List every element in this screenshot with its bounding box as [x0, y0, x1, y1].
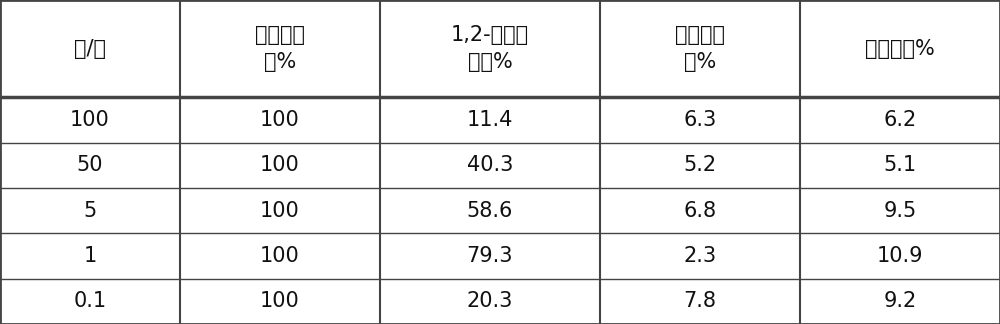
Text: 50: 50 — [77, 155, 103, 175]
Text: 79.3: 79.3 — [467, 246, 513, 266]
Text: 100: 100 — [260, 201, 300, 221]
Text: 100: 100 — [260, 155, 300, 175]
Text: 铂/锡: 铂/锡 — [74, 39, 106, 59]
Text: 乙二醇收
率%: 乙二醇收 率% — [675, 25, 725, 72]
Text: 9.5: 9.5 — [883, 201, 917, 221]
Text: 6.3: 6.3 — [683, 110, 717, 130]
Text: 0.1: 0.1 — [73, 291, 107, 311]
Text: 6.8: 6.8 — [683, 201, 717, 221]
Text: 40.3: 40.3 — [467, 155, 513, 175]
Text: 1: 1 — [83, 246, 97, 266]
Text: 100: 100 — [260, 110, 300, 130]
Text: 20.3: 20.3 — [467, 291, 513, 311]
Text: 5: 5 — [83, 201, 97, 221]
Text: 5.2: 5.2 — [683, 155, 717, 175]
Text: 9.2: 9.2 — [883, 291, 917, 311]
Text: 11.4: 11.4 — [467, 110, 513, 130]
Text: 100: 100 — [260, 291, 300, 311]
Text: 100: 100 — [70, 110, 110, 130]
Text: 5.1: 5.1 — [883, 155, 917, 175]
Text: 1,2-丙二醇
收率%: 1,2-丙二醇 收率% — [451, 25, 529, 72]
Text: 58.6: 58.6 — [467, 201, 513, 221]
Text: 7.8: 7.8 — [684, 291, 716, 311]
Text: 甸油收率%: 甸油收率% — [865, 39, 935, 59]
Text: 100: 100 — [260, 246, 300, 266]
Text: 10.9: 10.9 — [877, 246, 923, 266]
Text: 菊芋转化
率%: 菊芋转化 率% — [255, 25, 305, 72]
Text: 6.2: 6.2 — [883, 110, 917, 130]
Text: 2.3: 2.3 — [683, 246, 717, 266]
